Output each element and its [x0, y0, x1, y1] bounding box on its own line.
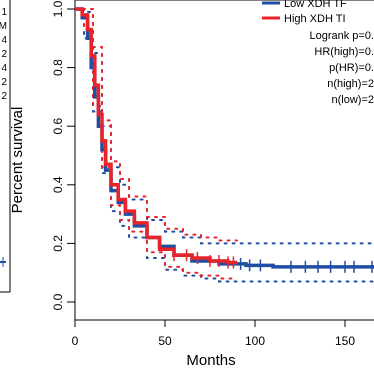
legend: Low XDH TF High XDH TI Logrank p=0. HR(h… [262, 0, 374, 106]
ci-upper-low [75, 9, 374, 243]
legend-stat-hr: HR(high)=0. [314, 46, 374, 58]
y-tick-label: 0.2 [51, 235, 65, 252]
x-tick-label: 50 [158, 334, 172, 348]
x-axis-label: Months [186, 352, 235, 369]
y-tick-label: 0.4 [51, 176, 65, 193]
left-panel-text-fragment: 2 [1, 49, 7, 60]
legend-stat-phr: p(HR)=0. [329, 62, 374, 74]
x-tick-label: 150 [335, 334, 355, 348]
legend-stat-logrank: Logrank p=0. [309, 30, 374, 42]
survival-curve-high [75, 9, 237, 262]
left-panel-text-fragment: 2 [1, 77, 7, 88]
y-tick-label: 0.8 [51, 59, 65, 76]
left-panel-text-fragment: 4 [1, 63, 7, 74]
left-panel-text-fragment: 1 [1, 7, 7, 18]
left-panel-text-fragment: 4 [1, 35, 7, 46]
left-panel-text-fragment: M [0, 21, 7, 32]
x-tick-label: 0 [72, 334, 79, 348]
legend-stat-n-low: n(low)=2 [332, 94, 374, 106]
x-tick-label: 100 [245, 334, 265, 348]
y-tick-label: 1.0 [51, 0, 65, 17]
left-panel-text-fragment: 2 [1, 91, 7, 102]
legend-label-low: Low XDH TF [284, 0, 347, 10]
legend-label-high: High XDH TI [284, 13, 346, 25]
y-axis-label: Percent survival [9, 107, 26, 214]
y-tick-label: 0.0 [51, 293, 65, 310]
y-tick-label: 0.6 [51, 118, 65, 135]
legend-stat-n-high: n(high)=2 [327, 78, 374, 90]
